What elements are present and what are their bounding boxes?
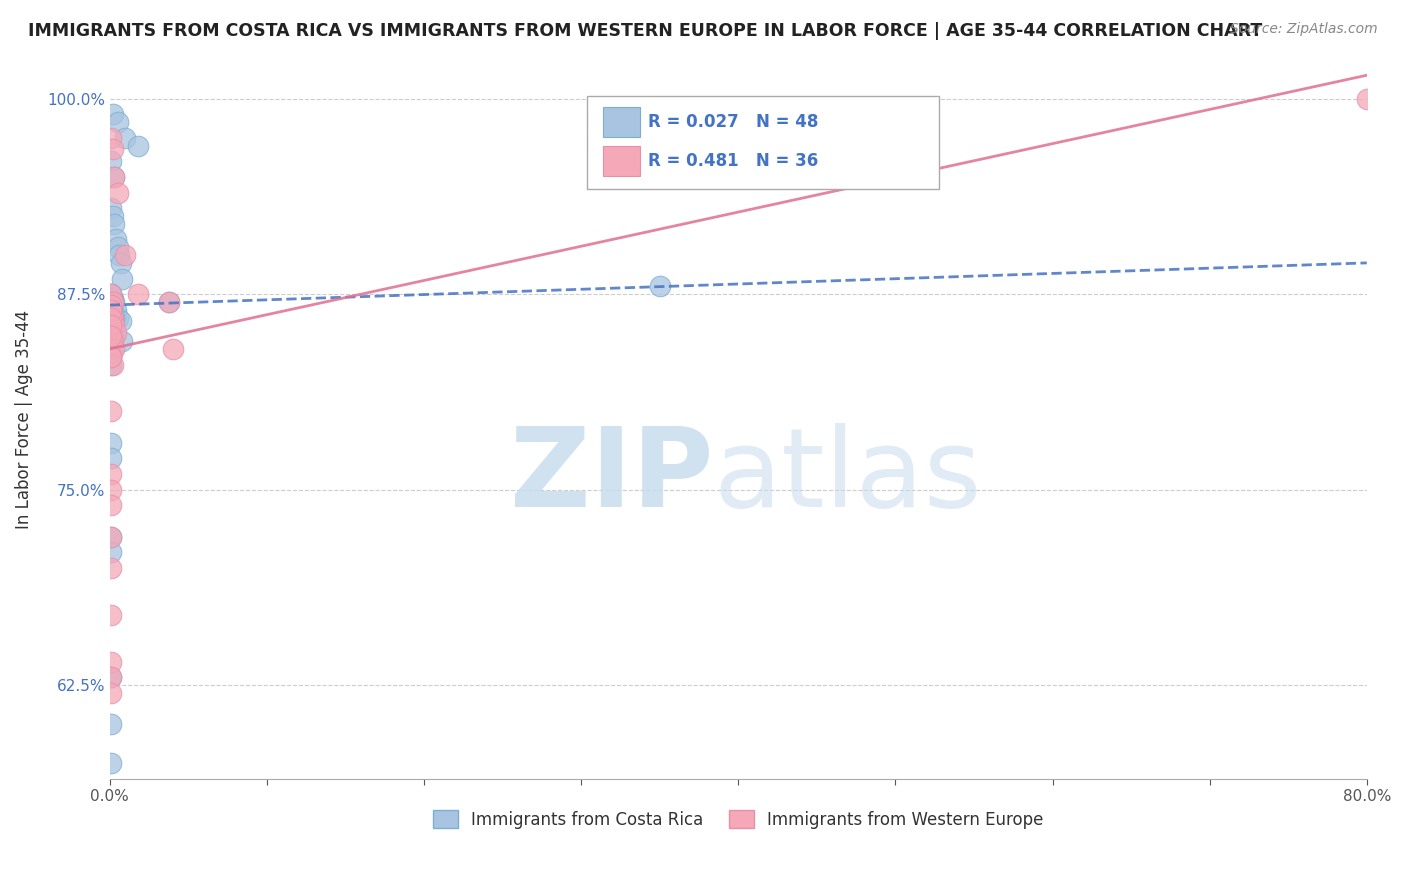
Point — [127, 138, 149, 153]
Point — [101, 209, 124, 223]
Point — [103, 342, 125, 356]
Point — [100, 329, 122, 343]
Point — [114, 248, 136, 262]
Point — [100, 530, 122, 544]
Point — [103, 329, 125, 343]
Point — [100, 287, 122, 301]
Point — [103, 217, 125, 231]
Point — [105, 326, 128, 341]
Point — [162, 342, 184, 356]
Point — [101, 292, 124, 306]
Point — [1355, 92, 1378, 106]
Point — [100, 467, 122, 481]
Text: R = 0.481   N = 36: R = 0.481 N = 36 — [648, 152, 818, 170]
Point — [107, 186, 129, 200]
Point — [101, 310, 124, 325]
Point — [101, 326, 124, 341]
Point — [100, 545, 122, 559]
Point — [100, 342, 122, 356]
Text: ZIP: ZIP — [510, 424, 713, 531]
Point — [100, 561, 122, 575]
Point — [101, 342, 124, 356]
Point — [111, 271, 134, 285]
Point — [103, 310, 125, 325]
Text: IMMIGRANTS FROM COSTA RICA VS IMMIGRANTS FROM WESTERN EUROPE IN LABOR FORCE | AG: IMMIGRANTS FROM COSTA RICA VS IMMIGRANTS… — [28, 22, 1263, 40]
Point — [103, 169, 125, 184]
Point — [101, 358, 124, 372]
Point — [101, 142, 124, 156]
Point — [100, 350, 122, 364]
FancyBboxPatch shape — [588, 95, 939, 189]
Point — [114, 130, 136, 145]
Point — [100, 298, 122, 312]
Bar — [603, 107, 640, 137]
Point — [100, 329, 122, 343]
Point — [108, 248, 131, 262]
Point — [100, 756, 122, 771]
Point — [100, 350, 122, 364]
Text: atlas: atlas — [713, 424, 981, 531]
Point — [100, 298, 122, 312]
Point — [107, 310, 129, 325]
Point — [100, 130, 122, 145]
Point — [101, 107, 124, 121]
Point — [105, 232, 128, 246]
Point — [101, 334, 124, 348]
Point — [100, 302, 122, 317]
Point — [100, 308, 122, 322]
Point — [100, 302, 122, 317]
Point — [100, 154, 122, 169]
Point — [100, 435, 122, 450]
Text: Source: ZipAtlas.com: Source: ZipAtlas.com — [1230, 22, 1378, 37]
Point — [100, 318, 122, 333]
Point — [100, 530, 122, 544]
Legend: Immigrants from Costa Rica, Immigrants from Western Europe: Immigrants from Costa Rica, Immigrants f… — [426, 804, 1050, 835]
Y-axis label: In Labor Force | Age 35-44: In Labor Force | Age 35-44 — [15, 310, 32, 529]
Point — [100, 350, 122, 364]
Point — [105, 302, 128, 317]
Point — [100, 201, 122, 215]
Point — [101, 314, 124, 328]
Point — [100, 717, 122, 731]
Point — [100, 287, 122, 301]
Point — [127, 287, 149, 301]
Point — [103, 295, 125, 310]
Bar — [603, 146, 640, 176]
Point — [111, 334, 134, 348]
Point — [103, 169, 125, 184]
Point — [100, 302, 122, 317]
Point — [100, 451, 122, 466]
Point — [100, 686, 122, 700]
Point — [110, 314, 132, 328]
Point — [100, 404, 122, 418]
Point — [648, 279, 671, 293]
Point — [107, 115, 129, 129]
Point — [100, 670, 122, 684]
Point — [100, 358, 122, 372]
Point — [100, 498, 122, 512]
Point — [107, 240, 129, 254]
Text: R = 0.027   N = 48: R = 0.027 N = 48 — [648, 113, 818, 131]
Point — [159, 295, 181, 310]
Point — [100, 670, 122, 684]
Point — [100, 655, 122, 669]
Point — [100, 334, 122, 348]
Point — [100, 326, 122, 341]
Point — [103, 329, 125, 343]
Point — [101, 295, 124, 310]
Point — [100, 318, 122, 333]
Point — [101, 295, 124, 310]
Point — [100, 318, 122, 333]
Point — [110, 256, 132, 270]
Point — [100, 310, 122, 325]
Point — [100, 287, 122, 301]
Point — [100, 483, 122, 497]
Point — [100, 607, 122, 622]
Point — [103, 318, 125, 333]
Point — [159, 295, 181, 310]
